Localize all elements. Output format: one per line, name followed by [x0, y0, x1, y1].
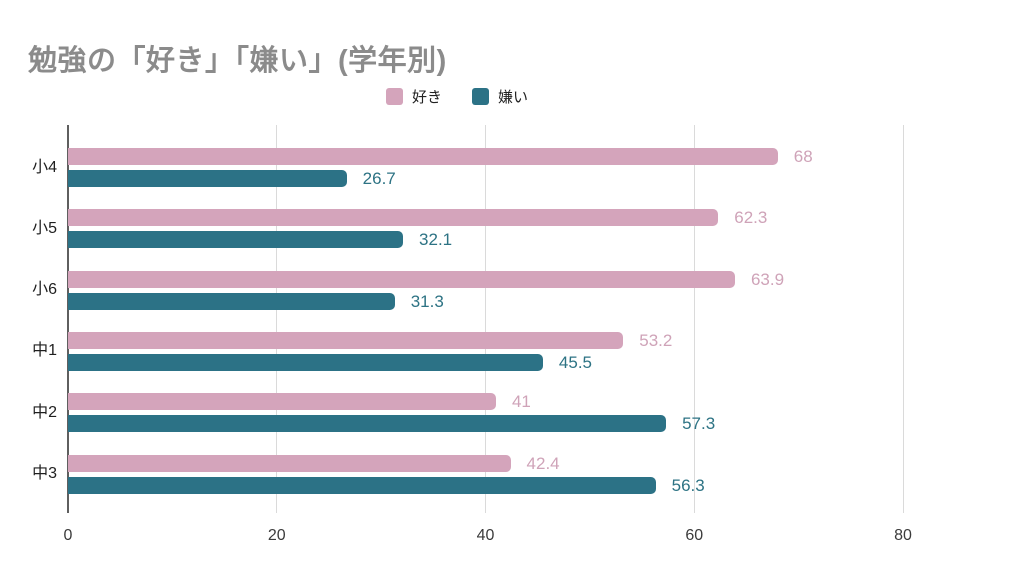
- category-label: 中3: [32, 465, 57, 482]
- gridline: [693, 125, 695, 513]
- legend-label: 好き: [412, 88, 443, 106]
- x-axis-tick-label: 0: [63, 527, 73, 544]
- legend-item: 嫌い: [472, 86, 528, 107]
- category-label: 中2: [32, 403, 57, 421]
- bar-kirai: [68, 415, 667, 433]
- category-label: 中1: [32, 342, 57, 360]
- category-label: 小6: [32, 281, 57, 299]
- bar-suki: [68, 454, 511, 472]
- category-label: 小5: [32, 219, 57, 237]
- gridline: [485, 125, 486, 513]
- bar-value-label: 42.4: [526, 453, 560, 473]
- bar-value-label: 56.3: [671, 475, 705, 495]
- bar-value-label: 57.3: [682, 414, 716, 434]
- bar-kirai: [68, 170, 347, 187]
- gridline: [902, 125, 904, 513]
- x-axis-tick-label: 20: [267, 527, 286, 544]
- legend-swatch-icon: [386, 87, 403, 105]
- category-label: 小4: [32, 158, 57, 176]
- legend-swatch-icon: [472, 87, 490, 105]
- bar-suki: [68, 209, 719, 227]
- bar-value-label: 26.7: [362, 169, 396, 188]
- legend-item: 好き: [386, 86, 442, 107]
- bar-value-label: 31.3: [410, 291, 444, 311]
- bar-value-label: 41: [511, 392, 531, 412]
- gridline: [276, 125, 278, 513]
- bar-suki: [68, 393, 496, 411]
- x-axis-tick-label: 60: [685, 527, 704, 544]
- bar-value-label: 53.2: [639, 330, 673, 350]
- bar-kirai: [68, 231, 404, 249]
- bar-kirai: [68, 476, 656, 494]
- bar-value-label: 62.3: [734, 208, 768, 228]
- bar-suki: [68, 148, 778, 165]
- chart-title: 勉強の「好き」「嫌い」(学年別): [28, 45, 447, 78]
- chart-legend: 好き 嫌い: [386, 86, 528, 106]
- bar-value-label: 45.5: [558, 352, 592, 372]
- bar-kirai: [68, 353, 543, 371]
- bar-suki: [68, 331, 624, 349]
- y-axis-line: [67, 125, 69, 513]
- bar-kirai: [68, 292, 395, 310]
- bar-value-label: 68: [793, 147, 813, 166]
- bar-value-label: 63.9: [750, 269, 785, 289]
- x-axis-tick-label: 80: [894, 527, 912, 544]
- legend-label: 嫌い: [498, 88, 529, 106]
- bar-suki: [68, 270, 735, 288]
- bar-value-label: 32.1: [419, 230, 453, 250]
- x-axis-tick-label: 40: [476, 527, 495, 544]
